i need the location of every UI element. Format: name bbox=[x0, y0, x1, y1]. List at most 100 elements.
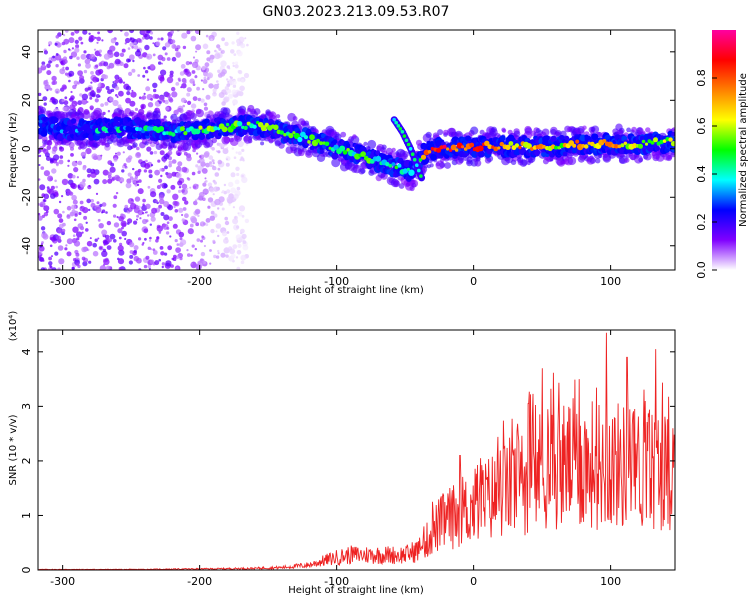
noise-dot bbox=[63, 106, 70, 112]
ridge-core bbox=[252, 124, 257, 129]
ridge-body bbox=[56, 133, 65, 142]
noise-dot bbox=[112, 81, 115, 84]
ridge-halo bbox=[444, 162, 451, 169]
noise-dot bbox=[98, 223, 104, 229]
noise-dot bbox=[240, 228, 245, 234]
ridge-core bbox=[650, 140, 655, 145]
noise-dot bbox=[65, 30, 69, 33]
noise-dot bbox=[117, 245, 124, 252]
ridge-halo bbox=[392, 180, 400, 188]
noise-dot bbox=[40, 243, 44, 246]
ridge-body bbox=[345, 143, 351, 148]
noise-dot bbox=[82, 166, 86, 171]
noise-dot bbox=[192, 65, 196, 68]
noise-dot bbox=[200, 239, 203, 243]
ridge-core bbox=[647, 139, 652, 144]
noise-dot bbox=[215, 51, 219, 54]
ridge-halo bbox=[549, 157, 554, 162]
noise-dot bbox=[181, 32, 188, 39]
ridge-halo bbox=[437, 129, 444, 136]
ridge-body bbox=[656, 133, 661, 138]
noise-dot bbox=[168, 175, 172, 178]
noise-dot bbox=[107, 238, 112, 243]
noise-dot bbox=[43, 170, 51, 177]
noise-dot bbox=[149, 151, 154, 155]
noise-dot bbox=[81, 256, 86, 261]
noise-dot bbox=[70, 90, 73, 94]
ridge-core bbox=[292, 131, 296, 135]
noise-dot bbox=[124, 31, 129, 37]
noise-dot bbox=[56, 235, 61, 241]
noise-dot bbox=[113, 195, 118, 200]
noise-dot bbox=[152, 82, 158, 89]
noise-dot bbox=[70, 51, 78, 58]
branch-core bbox=[408, 147, 413, 151]
noise-dot bbox=[103, 61, 109, 67]
noise-dot bbox=[43, 193, 50, 200]
ridge-core bbox=[38, 119, 43, 124]
noise-dot bbox=[133, 45, 139, 50]
ridge-core bbox=[668, 137, 673, 142]
ridge-halo bbox=[624, 157, 630, 163]
ridge-halo bbox=[139, 141, 146, 149]
ridge-core bbox=[111, 128, 115, 132]
noise-dot bbox=[184, 200, 189, 205]
noise-dot bbox=[221, 69, 227, 75]
noise-dot bbox=[55, 53, 59, 56]
noise-dot bbox=[87, 87, 91, 91]
ridge-halo bbox=[631, 126, 637, 133]
ridge-core bbox=[213, 126, 218, 131]
y-tick-label: -40 bbox=[20, 237, 33, 255]
noise-dot bbox=[40, 267, 45, 270]
noise-dot bbox=[166, 189, 171, 194]
noise-dot bbox=[115, 152, 117, 155]
noise-dot bbox=[145, 211, 148, 214]
noise-dot bbox=[98, 62, 103, 67]
noise-dot bbox=[125, 37, 131, 44]
noise-dot bbox=[184, 68, 188, 73]
noise-dot bbox=[96, 86, 102, 92]
branch-core bbox=[400, 130, 405, 134]
noise-dot bbox=[186, 71, 192, 77]
noise-dot bbox=[207, 197, 214, 203]
ridge-halo bbox=[415, 139, 423, 146]
ridge-body bbox=[154, 118, 161, 126]
ridge-body bbox=[198, 133, 206, 140]
noise-dot bbox=[110, 88, 115, 93]
ridge-halo bbox=[670, 151, 675, 158]
noise-dot bbox=[223, 183, 227, 187]
noise-dot bbox=[77, 70, 83, 76]
ridge-core bbox=[484, 140, 490, 146]
noise-dot bbox=[195, 222, 200, 227]
noise-dot bbox=[77, 100, 83, 106]
noise-dot bbox=[211, 159, 215, 163]
noise-dot bbox=[136, 180, 139, 184]
noise-dot bbox=[168, 160, 173, 165]
noise-dot bbox=[228, 93, 233, 99]
noise-dot bbox=[145, 255, 150, 260]
noise-dot bbox=[218, 92, 225, 98]
noise-dot bbox=[232, 84, 237, 88]
noise-dot bbox=[182, 196, 187, 202]
noise-dot bbox=[187, 100, 192, 105]
ridge-halo bbox=[268, 111, 277, 120]
noise-dot bbox=[115, 41, 119, 46]
noise-dot bbox=[184, 213, 189, 219]
noise-dot bbox=[114, 174, 120, 181]
noise-dot bbox=[159, 246, 164, 250]
noise-dot bbox=[83, 50, 87, 54]
noise-dot bbox=[50, 185, 55, 190]
noise-dot bbox=[134, 107, 139, 111]
branch-core bbox=[404, 138, 409, 143]
ridge-halo bbox=[152, 110, 161, 119]
noise-dot bbox=[162, 99, 166, 103]
noise-dot bbox=[102, 169, 109, 176]
noise-dot bbox=[80, 53, 87, 60]
noise-dot bbox=[132, 167, 135, 171]
noise-dot bbox=[119, 61, 124, 66]
ridge-halo bbox=[582, 125, 587, 130]
ridge-core bbox=[487, 144, 493, 150]
noise-dot bbox=[43, 148, 49, 155]
ridge-halo bbox=[248, 139, 253, 144]
noise-dot bbox=[125, 182, 132, 189]
